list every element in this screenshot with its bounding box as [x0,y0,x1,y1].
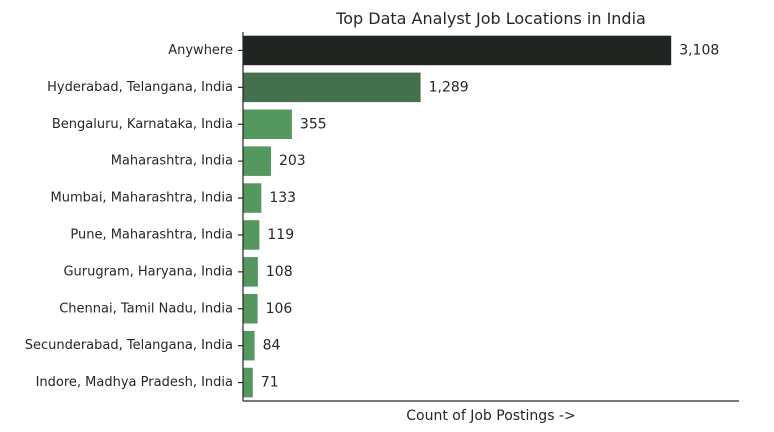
value-label-0: 3,108 [679,42,719,58]
bar-2 [243,109,292,140]
value-labels-group: 3,108 1,289 355 203 133 119 108 106 84 71 [261,42,720,390]
value-label-7: 106 [266,301,293,317]
category-label-9: Indore, Madhya Pradesh, India [36,375,233,390]
category-label-1: Hyderabad, Telangana, India [47,80,233,95]
category-labels-group: Anywhere Hyderabad, Telangana, India Benga… [25,43,233,390]
chart-title: Top Data Analyst Job Locations in India [335,9,646,28]
category-label-4: Mumbai, Maharashtra, India [50,191,233,206]
bar-5 [243,220,260,250]
value-label-4: 133 [269,190,296,206]
category-label-0: Anywhere [168,43,233,58]
value-label-8: 84 [263,338,281,354]
category-label-8: Secunderabad, Telangana, India [25,338,233,353]
bar-9 [243,367,253,398]
bar-4 [243,183,262,213]
bar-6 [243,257,258,287]
x-axis-label: Count of Job Postings -> [406,408,575,424]
bar-8 [243,330,255,361]
value-label-2: 355 [300,116,327,132]
y-ticks-group [238,49,243,384]
value-label-9: 71 [261,375,279,391]
bar-3 [243,146,271,176]
value-label-6: 108 [266,264,293,280]
bars-group [243,35,672,398]
value-label-5: 119 [267,227,294,243]
bar-7 [243,293,258,324]
category-label-6: Gurugram, Haryana, India [63,264,233,279]
bar-0 [243,35,672,66]
category-label-7: Chennai, Tamil Nadu, India [59,301,233,316]
category-label-5: Pune, Maharashtra, India [70,227,233,242]
value-label-1: 1,289 [429,79,469,95]
category-label-3: Maharashtra, India [111,154,233,169]
bar-1 [243,72,421,103]
category-label-2: Bengaluru, Karnataka, India [52,117,233,132]
value-label-3: 203 [279,153,306,169]
